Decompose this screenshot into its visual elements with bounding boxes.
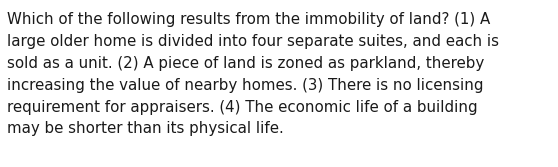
Text: Which of the following results from the immobility of land? (1) A
large older ho: Which of the following results from the …	[7, 12, 499, 136]
